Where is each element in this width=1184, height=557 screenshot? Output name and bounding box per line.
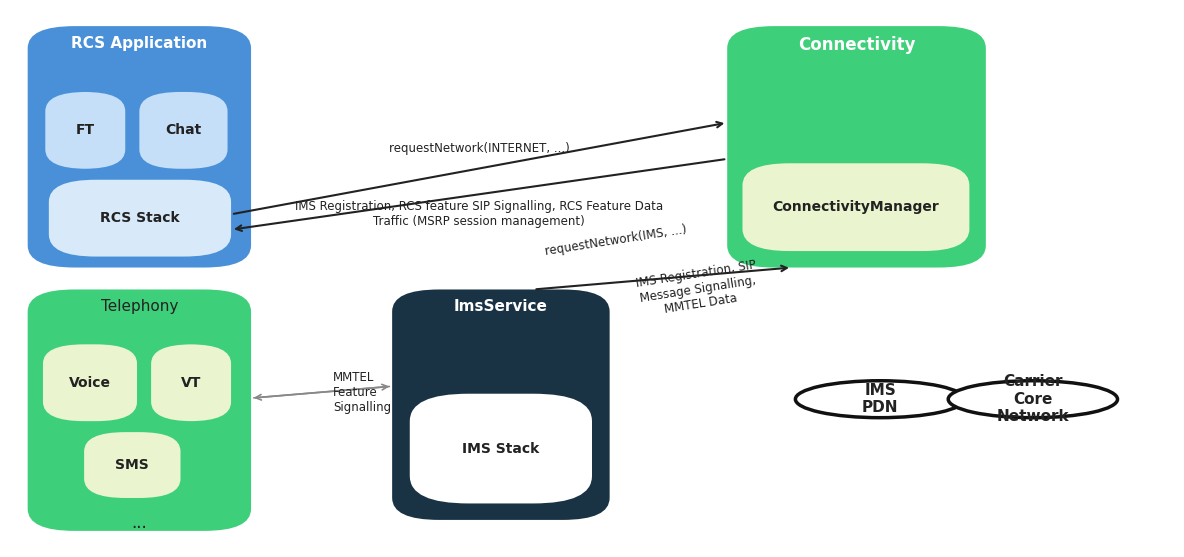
Ellipse shape	[796, 381, 965, 418]
FancyBboxPatch shape	[392, 290, 610, 520]
Text: ConnectivityManager: ConnectivityManager	[773, 200, 939, 214]
FancyBboxPatch shape	[410, 394, 592, 504]
Text: IMS Registration, SIP
Message Signalling,
MMTEL Data: IMS Registration, SIP Message Signalling…	[635, 259, 761, 320]
FancyBboxPatch shape	[742, 163, 970, 251]
Text: FT: FT	[76, 123, 95, 138]
Text: RCS Application: RCS Application	[71, 36, 207, 51]
FancyBboxPatch shape	[27, 290, 251, 531]
FancyBboxPatch shape	[140, 92, 227, 169]
Text: IMS
PDN: IMS PDN	[862, 383, 899, 416]
FancyBboxPatch shape	[49, 180, 231, 257]
Text: IMS Registration, RCS feature SIP Signalling, RCS Feature Data
Traffic (MSRP ses: IMS Registration, RCS feature SIP Signal…	[295, 200, 663, 228]
FancyBboxPatch shape	[727, 26, 986, 267]
FancyBboxPatch shape	[43, 344, 137, 421]
FancyBboxPatch shape	[27, 26, 251, 267]
Text: SMS: SMS	[115, 458, 149, 472]
Text: Chat: Chat	[166, 123, 201, 138]
Text: RCS Stack: RCS Stack	[101, 211, 180, 225]
Text: ...: ...	[131, 514, 147, 532]
Ellipse shape	[948, 381, 1118, 418]
Text: Connectivity: Connectivity	[798, 36, 915, 54]
Text: requestNetwork(IMS, ...): requestNetwork(IMS, ...)	[543, 223, 688, 257]
Text: Voice: Voice	[69, 376, 111, 390]
Text: MMTEL
Feature
Signalling: MMTEL Feature Signalling	[334, 371, 392, 414]
Text: IMS Stack: IMS Stack	[462, 442, 540, 456]
FancyBboxPatch shape	[84, 432, 180, 498]
Text: requestNetwork(INTERNET, ...): requestNetwork(INTERNET, ...)	[388, 142, 570, 155]
Text: Telephony: Telephony	[101, 299, 178, 314]
Text: Carrier
Core
Network: Carrier Core Network	[997, 374, 1069, 424]
FancyBboxPatch shape	[152, 344, 231, 421]
Text: ImsService: ImsService	[453, 299, 548, 314]
Text: VT: VT	[181, 376, 201, 390]
FancyBboxPatch shape	[45, 92, 126, 169]
